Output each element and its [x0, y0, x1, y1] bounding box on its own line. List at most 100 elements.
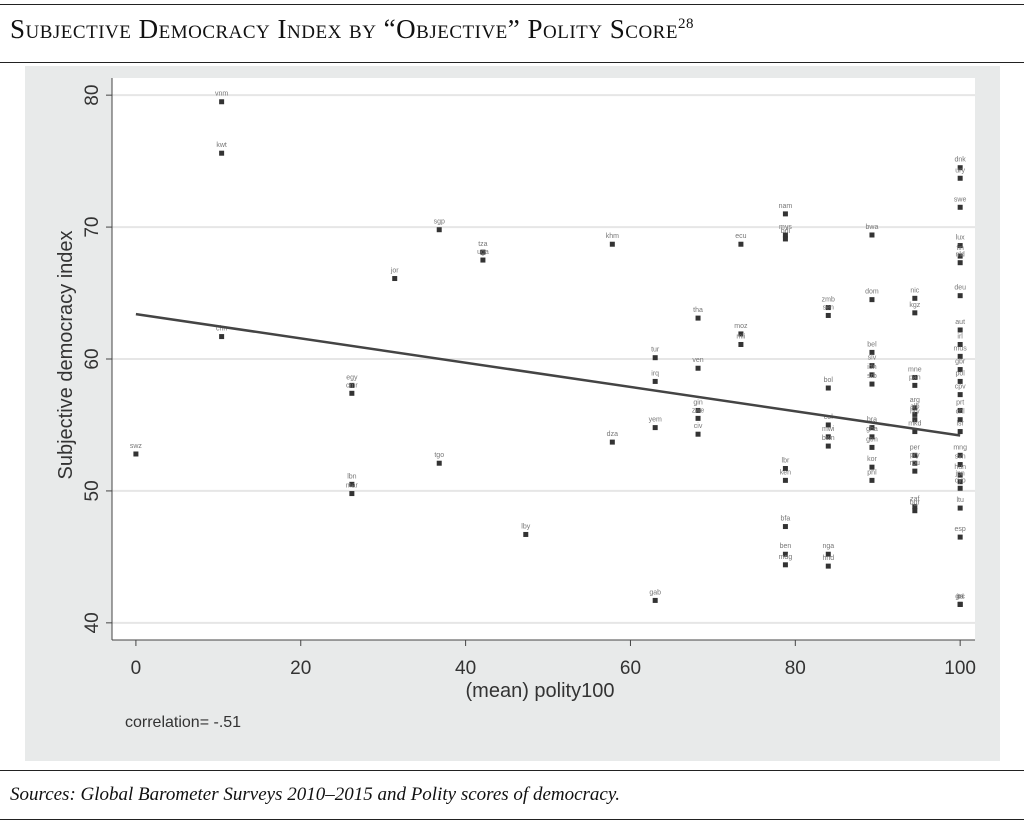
point-label: swe [954, 196, 967, 203]
point [869, 444, 875, 450]
point-label: alb [910, 403, 919, 410]
point-label: ltu [956, 497, 964, 504]
point [869, 372, 875, 378]
point [652, 597, 658, 603]
point-label: swz [130, 443, 143, 450]
point-label: gtm [866, 436, 878, 443]
point [957, 534, 963, 540]
point-label: gin [693, 399, 702, 406]
x-axis-title: (mean) polity100 [466, 680, 615, 702]
point [957, 253, 963, 259]
point-label: nic [910, 287, 919, 294]
point-label: zmb [822, 297, 835, 304]
point [912, 295, 918, 301]
point-label: mar [346, 483, 359, 490]
point [869, 434, 875, 440]
y-tick-label: 70 [82, 217, 103, 238]
point [825, 563, 831, 569]
point [912, 429, 918, 435]
point [782, 551, 788, 557]
point-label: civ [694, 423, 703, 430]
point [349, 481, 355, 487]
point-label: bel [867, 341, 877, 348]
point-label: rou [910, 460, 920, 467]
point [436, 460, 442, 466]
point-label: uga [477, 249, 489, 256]
point [912, 452, 918, 458]
point-label: phl [867, 469, 877, 476]
point [912, 310, 918, 316]
point-label: cri [956, 593, 964, 600]
point [869, 232, 875, 238]
point-label: vnm [215, 91, 228, 98]
y-tick-label: 60 [82, 348, 103, 369]
source-rule [0, 770, 1024, 771]
point-label: aut [955, 319, 965, 326]
y-tick-label: 40 [82, 612, 103, 633]
point [957, 452, 963, 458]
point [738, 331, 744, 337]
point-label: sen [823, 304, 834, 311]
point-label: idn [867, 364, 876, 371]
x-tick-label: 80 [785, 658, 806, 679]
point [782, 236, 788, 242]
point [957, 392, 963, 398]
point [695, 431, 701, 437]
point-label: chn [216, 326, 227, 333]
point-label: yem [649, 417, 662, 424]
point [957, 243, 963, 249]
point [869, 477, 875, 483]
bottom-rule [0, 819, 1024, 820]
point [912, 374, 918, 380]
point [912, 382, 918, 388]
title-rule [0, 62, 1024, 63]
point [825, 422, 831, 428]
point [912, 460, 918, 466]
point [782, 232, 788, 238]
point-label: mkd [908, 421, 921, 428]
point-label: moz [734, 323, 748, 330]
point [957, 472, 963, 478]
point [825, 385, 831, 391]
point-label: ury [955, 167, 965, 174]
point [825, 434, 831, 440]
point-label: kwt [216, 142, 227, 149]
point-label: ecu [735, 233, 746, 240]
point [480, 249, 486, 255]
point-label: hun [954, 464, 966, 471]
point-label: dom [865, 289, 879, 296]
point-label: kgz [909, 302, 920, 309]
point-label: fin [956, 245, 964, 252]
y-tick-label: 80 [82, 85, 103, 106]
point-label: ben [780, 543, 792, 550]
point [912, 405, 918, 411]
x-tick-label: 0 [131, 658, 142, 679]
point-label: lbr [782, 457, 790, 464]
point-label: dnk [955, 157, 967, 164]
point-label: mng [953, 444, 967, 451]
point [219, 150, 225, 156]
point-label: tha [693, 307, 703, 314]
point [912, 468, 918, 474]
point-label: bra [867, 417, 877, 424]
point [957, 462, 963, 468]
point [869, 381, 875, 387]
point [695, 365, 701, 371]
point [957, 601, 963, 607]
point-label: arg [910, 397, 920, 404]
point [957, 327, 963, 333]
point-label: cyp [955, 477, 966, 484]
x-tick-label: 20 [290, 658, 311, 679]
point-label: mli [736, 333, 745, 340]
point-label: mus [954, 345, 968, 352]
point [912, 504, 918, 510]
footnote-mark: 28 [677, 16, 694, 32]
point [219, 99, 225, 105]
point-label: slv [868, 355, 877, 362]
point [869, 349, 875, 355]
point [782, 477, 788, 483]
point [957, 485, 963, 491]
point [392, 276, 398, 282]
point-label: col [824, 414, 833, 421]
